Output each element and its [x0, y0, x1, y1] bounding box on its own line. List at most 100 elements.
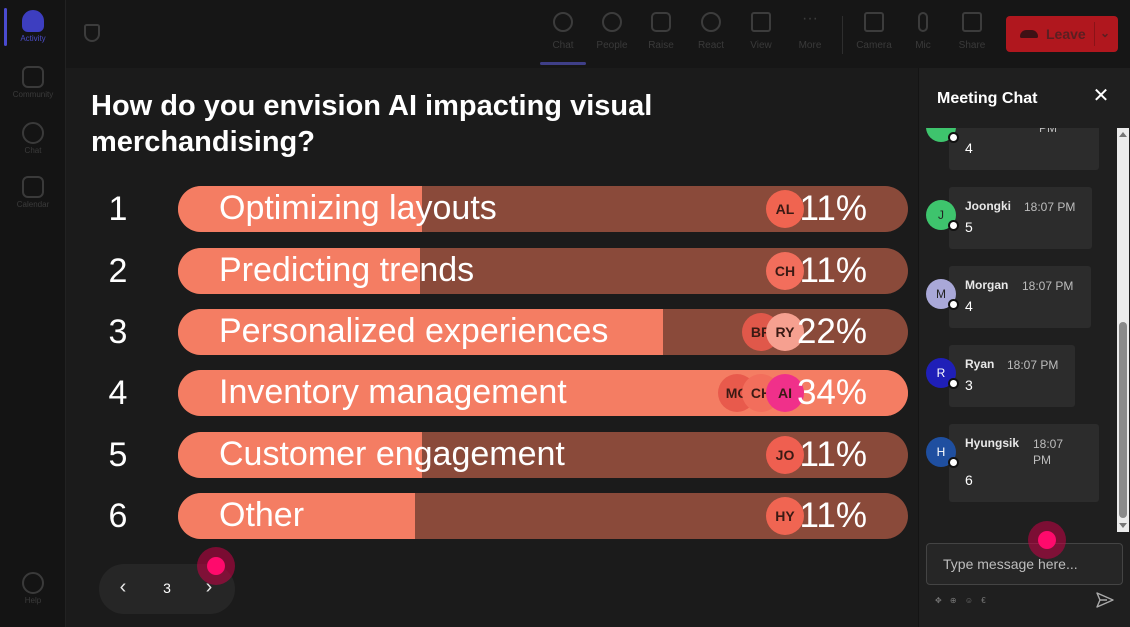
poll-option-row: 5 Customer engagement JO 11% [66, 432, 918, 478]
message-text: 3 [965, 377, 973, 393]
toolbar-raise-button[interactable]: Raise [640, 12, 682, 51]
option-label: Personalized experiences [219, 312, 609, 350]
toolbar-share-button[interactable]: Share [951, 12, 993, 51]
leave-button[interactable]: Leave ⌄ [1006, 16, 1118, 52]
mic-icon [918, 12, 928, 32]
toolbar-react-button[interactable]: React [690, 12, 732, 51]
leave-label: Leave [1046, 26, 1086, 42]
message-text: 6 [965, 472, 973, 488]
pointer-highlight [1028, 521, 1066, 559]
poll-option-row: 3 Personalized experiences RY BR 22% [66, 309, 918, 355]
avatar-initial: H [936, 445, 946, 459]
message-time: 18:07 PM [1033, 437, 1064, 467]
rail-item-label: Chat [24, 146, 42, 155]
poll-option-row: 4 Inventory management AI CH MO 34% [66, 370, 918, 416]
rail-item-calendar[interactable]: Calendar [0, 166, 66, 218]
shield-icon [84, 24, 100, 42]
toolbar-label: Chat [552, 40, 574, 51]
option-bar: Optimizing layouts AL 11% [178, 186, 908, 232]
next-page-button[interactable]: › [205, 576, 213, 598]
option-number: 5 [108, 436, 128, 474]
rail-item-label: Calendar [16, 200, 50, 209]
chat-message: Hyungsik 18:07 PM 6 [949, 424, 1099, 502]
option-bar: Personalized experiences RY BR 22% [178, 309, 908, 355]
rail-item-help[interactable]: Help [0, 562, 66, 614]
rail-active-indicator [4, 8, 7, 46]
people-icon [602, 12, 622, 32]
option-percent: 11% [799, 496, 867, 535]
rail-item-community[interactable]: Community [0, 56, 66, 108]
hand-icon [651, 12, 671, 32]
poll-option-row: 2 Predicting trends CH 11% [66, 248, 918, 294]
option-label: Customer engagement [219, 435, 565, 473]
grid-icon [751, 12, 771, 32]
message-author: Hyungsik [965, 436, 1020, 450]
avatar: M [926, 279, 959, 310]
toolbar-people-button[interactable]: People [591, 12, 633, 51]
avatar: R [926, 358, 959, 389]
pointer-highlight [197, 547, 235, 585]
presence-dot [948, 132, 959, 143]
chevron-down-icon[interactable]: ⌄ [1100, 26, 1111, 40]
chat-scrollbar[interactable] [1117, 128, 1129, 532]
message-time: PM [1039, 128, 1057, 135]
option-bar-fill [178, 248, 420, 294]
send-icon[interactable] [1095, 590, 1115, 610]
avatar: H [926, 437, 959, 468]
scroll-up-icon[interactable] [1119, 132, 1127, 137]
meeting-toolbar: Chat People Raise React View ··· More Ca… [66, 0, 1130, 68]
option-number: 3 [108, 313, 128, 351]
option-bar-fill [178, 309, 663, 355]
avatar [926, 128, 959, 143]
message-text: 4 [965, 140, 973, 156]
chat-message: Joongki 18:07 PM 5 [949, 187, 1092, 249]
option-percent: 34% [796, 373, 867, 412]
scrollbar-thumb[interactable] [1119, 322, 1127, 518]
presence-dot [948, 457, 959, 468]
poll-option-row: 1 Optimizing layouts AL 11% [66, 186, 918, 232]
poll-question: How do you envision AI impacting visual … [91, 90, 653, 158]
option-label: Optimizing layouts [219, 189, 497, 227]
rail-item-label: Community [12, 90, 54, 99]
bell-icon [22, 10, 44, 32]
voter-avatars: HY [766, 497, 804, 535]
toolbar-label: Mic [915, 40, 931, 51]
chat-message-input[interactable] [926, 543, 1123, 585]
calendar-icon [22, 176, 44, 198]
poll-option-row: 6 Other HY 11% [66, 493, 918, 539]
rail-item-chat[interactable]: Chat [0, 112, 66, 164]
leave-divider [1094, 22, 1095, 46]
close-icon[interactable]: ✕ [1092, 85, 1110, 107]
help-icon [22, 572, 44, 594]
chat-icon [22, 122, 44, 144]
option-number: 2 [108, 252, 128, 290]
toolbar-more-button[interactable]: ··· More [789, 11, 831, 52]
chat-messages[interactable]: PM 4 Joongki 18:07 PM 5 J Morgan 18:07 P… [919, 128, 1117, 532]
smile-icon [701, 12, 721, 32]
toolbar-mic-button[interactable]: Mic [902, 12, 944, 51]
message-text: 4 [965, 298, 973, 314]
voter-avatar: RY [766, 313, 804, 351]
voter-avatar: CH [766, 252, 804, 290]
option-percent: 11% [799, 435, 867, 474]
chat-icon [553, 12, 573, 32]
voter-avatar: HY [766, 497, 804, 535]
toolbar-camera-button[interactable]: Camera [853, 12, 895, 51]
option-number: 6 [108, 497, 128, 535]
option-number: 4 [108, 374, 128, 412]
voter-avatars: AI CH MO [718, 374, 804, 412]
chat-message: Morgan 18:07 PM 4 [949, 266, 1091, 328]
format-icons[interactable]: ✥ ⊕ ☺ € [935, 596, 989, 605]
rail-item-activity[interactable]: Activity [0, 0, 66, 52]
toolbar-view-button[interactable]: View [740, 12, 782, 51]
meeting-chat-panel: Meeting Chat ✕ PM 4 Joongki 18:07 PM 5 J… [918, 68, 1130, 627]
toolbar-label: Camera [856, 40, 892, 51]
voter-avatars: CH [766, 252, 804, 290]
toolbar-chat-button[interactable]: Chat [540, 12, 586, 65]
voter-avatar: JO [766, 436, 804, 474]
scroll-down-icon[interactable] [1119, 523, 1127, 528]
voter-avatars: AL [766, 190, 804, 228]
toolbar-label: React [697, 40, 725, 51]
option-label: Predicting trends [219, 251, 475, 289]
prev-page-button[interactable]: ‹ [119, 576, 127, 598]
